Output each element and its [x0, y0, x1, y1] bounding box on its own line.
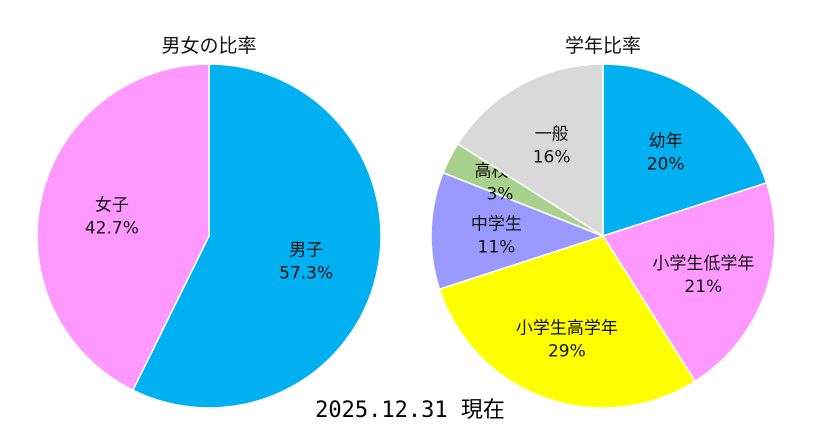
grade-slice-1	[601, 181, 776, 383]
gender-slice-1	[36, 63, 210, 392]
gender-slice-value-1: 42.7%	[85, 218, 139, 238]
grade-slice-value-3: 11%	[478, 238, 516, 258]
grade-slice-label-3: 中学生	[471, 215, 522, 235]
grade-slice-value-2: 29%	[548, 341, 586, 361]
gender-chart-title: 男女の比率	[161, 35, 256, 57]
grade-slice-value-0: 20%	[647, 155, 685, 175]
grade-slice-2	[438, 235, 697, 409]
gender-slice-label-0: 男子	[289, 241, 323, 261]
grade-slice-label-0: 幼年	[649, 132, 683, 152]
grade-chart-title: 学年比率	[565, 35, 641, 57]
grade-slice-0	[602, 63, 768, 238]
grade-slice-5	[456, 63, 604, 238]
grade-slice-value-5: 16%	[533, 148, 571, 168]
gender-slice-0	[131, 63, 382, 409]
grade-slice-label-5: 一般	[535, 125, 569, 145]
as-of-date: 2025.12.31 現在	[315, 398, 505, 423]
grade-slice-label-2: 小学生高学年	[516, 318, 618, 338]
grade-slice-value-1: 21%	[684, 277, 722, 297]
gender-slice-label-1: 女子	[95, 195, 129, 215]
grade-slice-label-1: 小学生低学年	[652, 254, 754, 274]
gender-slice-value-0: 57.3%	[279, 264, 333, 284]
grade-slice-value-4: 3%	[486, 185, 513, 205]
gender-pie: 男子 57.3% 女子 42.7%	[36, 63, 382, 409]
grade-slice-3	[430, 171, 606, 291]
